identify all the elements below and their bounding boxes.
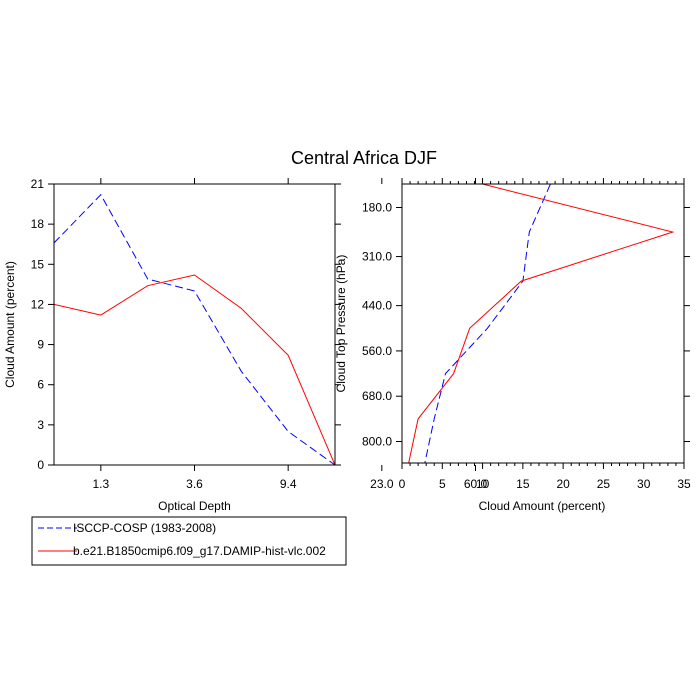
left-y-tick-label: 3 — [37, 418, 44, 432]
left-y-axis-label: Cloud Amount (percent) — [3, 261, 17, 388]
right-x-tick-label: 25 — [597, 477, 611, 491]
left-x-tick-label: 60.0 — [464, 477, 488, 491]
left-x-tick-label: 23.0 — [370, 477, 394, 491]
right-x-axis-label: Cloud Amount (percent) — [479, 499, 606, 513]
right-x-tick-label: 30 — [637, 477, 651, 491]
right-y-tick-label: 680.0 — [362, 389, 392, 403]
right-y-tick-label: 440.0 — [362, 299, 392, 313]
left-series-obs-line — [54, 193, 335, 465]
right-x-tick-label: 15 — [516, 477, 530, 491]
right-y-tick-label: 180.0 — [362, 201, 392, 215]
left-y-tick-label: 12 — [31, 297, 45, 311]
legend-label-model: b.e21.B1850cmip6.f09_g17.DAMIP-hist-vlc.… — [73, 544, 326, 558]
right-x-tick-label: 0 — [399, 477, 406, 491]
left-x-tick-label: 1.3 — [92, 477, 109, 491]
left-plot-frame — [53, 183, 336, 466]
left-x-axis-label: Optical Depth — [158, 499, 231, 513]
right-plot-frame — [401, 183, 685, 464]
left-series-model-line — [54, 274, 335, 465]
left-y-tick-label: 21 — [31, 177, 45, 191]
right-series-model-line — [408, 184, 675, 463]
left-y-tick-label: 6 — [37, 378, 44, 392]
right-y-tick-label: 560.0 — [362, 344, 392, 358]
legend-box — [31, 516, 347, 566]
right-x-tick-label: 20 — [556, 477, 570, 491]
left-x-tick-label: 9.4 — [280, 477, 297, 491]
right-y-tick-label: 310.0 — [362, 250, 392, 264]
left-y-tick-label: 18 — [31, 217, 45, 231]
left-y-tick-label: 9 — [37, 338, 44, 352]
right-x-tick-label: 5 — [439, 477, 446, 491]
left-plot: 0 3 6 9 12 15 18 21 1.3 3.6 9.4 23.0 60.0 Optical Dep… — [3, 177, 488, 513]
legend-label-obs: ISCCP-COSP (1983-2008) — [73, 521, 216, 535]
left-x-tick-label: 3.6 — [186, 477, 203, 491]
right-plot: 180.0 310.0 440.0 560.0 680.0 800.0 0 5 10 15 20 25… — [334, 178, 691, 513]
legend: ISCCP-COSP (1983-2008) b.e21.B1850cmip6.… — [31, 516, 347, 566]
figure-title: Central Africa DJF — [291, 148, 437, 168]
right-y-axis-label: Cloud Top Pressure (hPa) — [334, 255, 348, 393]
left-y-tick-label: 0 — [37, 458, 44, 472]
right-y-tick-label: 800.0 — [362, 435, 392, 449]
left-y-tick-label: 15 — [31, 257, 45, 271]
right-x-tick-label: 35 — [677, 477, 691, 491]
right-x-tick-label: 10 — [476, 477, 490, 491]
right-series-obs-line — [424, 184, 552, 463]
